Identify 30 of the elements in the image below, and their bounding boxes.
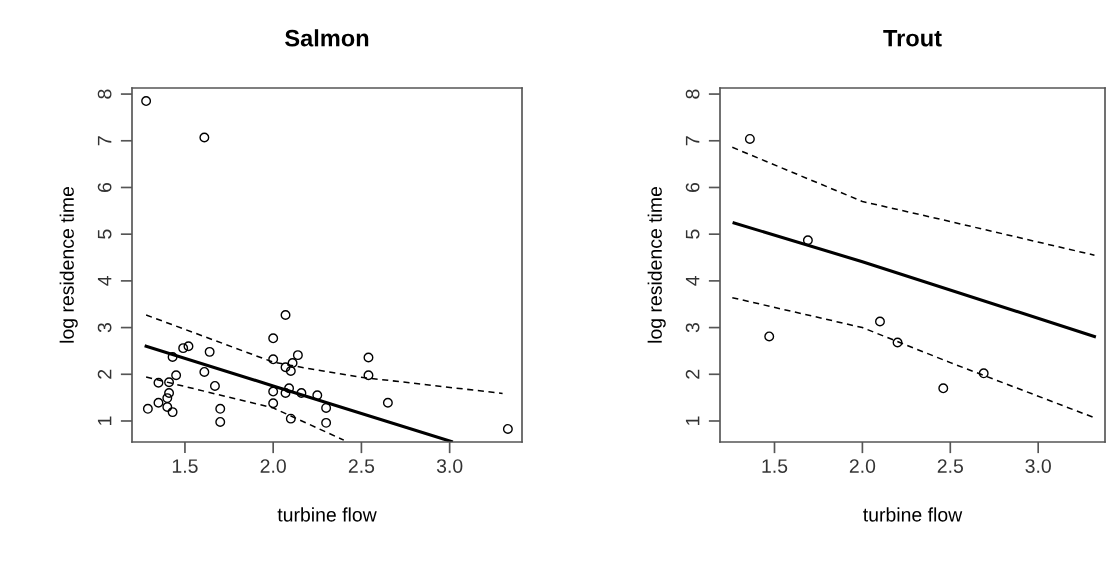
x-tick-label: 1.5 (762, 459, 788, 473)
y-tick-label: 7 (685, 136, 700, 146)
x-axis-title: turbine flow (277, 507, 377, 522)
y-tick-label: 6 (97, 182, 112, 192)
x-tick-label: 1.5 (172, 459, 198, 473)
x-axis-title: turbine flow (863, 507, 963, 522)
y-tick-label: 2 (97, 369, 112, 379)
x-tick-label: 2.0 (849, 459, 876, 473)
x-tick-label: 3.0 (1025, 459, 1051, 473)
y-tick-label: 1 (685, 416, 700, 425)
x-tick-label: 2.0 (260, 459, 286, 473)
y-tick-label: 5 (97, 229, 112, 239)
x-tick-label: 3.0 (436, 459, 463, 473)
y-tick-label: 1 (97, 416, 112, 425)
y-tick-label: 4 (97, 276, 112, 286)
y-tick-label: 4 (685, 276, 700, 286)
x-tick-label: 2.5 (348, 459, 375, 473)
y-tick-label: 7 (97, 136, 112, 146)
y-axis-title: log residence time (647, 186, 666, 343)
y-tick-label: 6 (685, 182, 700, 192)
y-tick-label: 8 (685, 89, 700, 99)
y-axis-title: log residence time (59, 186, 78, 343)
y-tick-label: 3 (685, 323, 700, 333)
chart-title: Trout (883, 30, 942, 47)
x-tick-label: 2.5 (937, 459, 963, 473)
y-tick-label: 8 (97, 89, 112, 99)
chart-title: Salmon (285, 29, 369, 47)
y-tick-label: 3 (97, 323, 112, 333)
y-tick-label: 2 (685, 369, 700, 379)
y-tick-label: 5 (685, 229, 700, 239)
